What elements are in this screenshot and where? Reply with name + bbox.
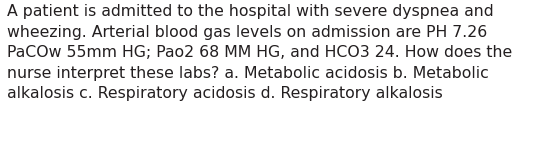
Text: A patient is admitted to the hospital with severe dyspnea and
wheezing. Arterial: A patient is admitted to the hospital wi… (7, 4, 512, 101)
